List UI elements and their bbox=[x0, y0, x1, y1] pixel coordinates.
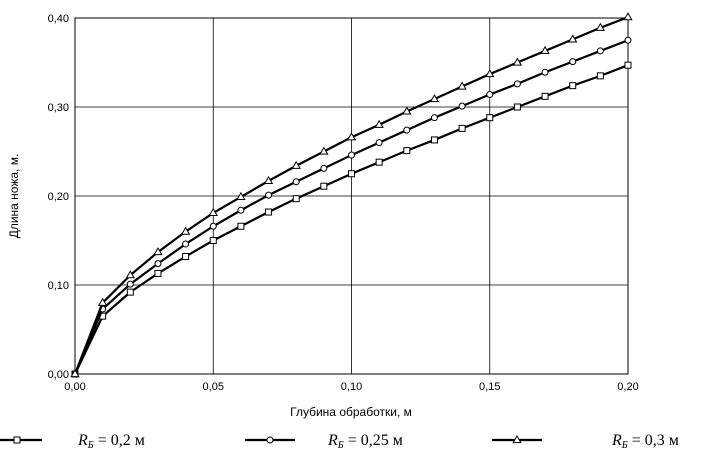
data-point-triangle bbox=[457, 81, 467, 90]
data-point-triangle bbox=[291, 160, 301, 169]
legend-entry: RБ = 0,3 м bbox=[492, 432, 679, 451]
data-point-square bbox=[320, 182, 328, 190]
data-point-circle bbox=[126, 280, 134, 288]
data-point-triangle bbox=[153, 247, 163, 256]
x-tick-label: 0,20 bbox=[617, 381, 638, 393]
data-point-square bbox=[458, 124, 466, 132]
y-tick-label: 0,30 bbox=[48, 102, 69, 114]
data-point-square bbox=[126, 288, 134, 296]
data-point-triangle bbox=[70, 368, 80, 378]
data-point-square bbox=[375, 158, 383, 166]
data-point-circle bbox=[430, 114, 438, 122]
data-point-square bbox=[209, 237, 217, 244]
x-tick-label: 0,00 bbox=[64, 381, 85, 393]
legend-marker-triangle bbox=[512, 434, 522, 444]
data-point-circle bbox=[375, 139, 383, 147]
data-point-square bbox=[292, 195, 300, 203]
data-point-square bbox=[541, 92, 549, 100]
series-lines bbox=[70, 12, 633, 378]
data-point-circle bbox=[265, 191, 273, 199]
legend-label: RБ = 0,2 м bbox=[77, 432, 145, 451]
data-point-triangle bbox=[374, 119, 384, 128]
x-axis-label: Глубина обработки, м bbox=[290, 405, 412, 419]
data-point-triangle bbox=[402, 106, 412, 115]
legend-marker-circle bbox=[266, 436, 274, 444]
y-axis-label: Длина ножа, м. bbox=[7, 154, 21, 239]
data-point-circle bbox=[403, 126, 411, 134]
x-tick-label: 0,15 bbox=[479, 381, 500, 393]
data-point-square bbox=[154, 269, 162, 277]
data-point-circle bbox=[541, 68, 549, 76]
data-point-triangle bbox=[623, 12, 633, 21]
data-point-square bbox=[624, 61, 632, 69]
data-point-square bbox=[596, 72, 604, 80]
x-tick-labels: 0,00 0,05 0,10 0,15 0,20 bbox=[64, 381, 638, 393]
y-tick-label: 0,00 bbox=[48, 369, 69, 381]
data-point-circle bbox=[348, 151, 355, 159]
plot-frame bbox=[74, 17, 629, 375]
data-point-square bbox=[237, 222, 245, 230]
data-point-triangle bbox=[125, 270, 135, 279]
y-tick-label: 0,10 bbox=[48, 280, 69, 292]
legend-label: RБ = 0,3 м bbox=[611, 432, 679, 451]
y-tick-label: 0,20 bbox=[48, 191, 69, 203]
x-tick-label: 0,05 bbox=[203, 381, 224, 393]
data-point-circle bbox=[513, 80, 521, 88]
legend-marker-square bbox=[13, 436, 21, 444]
data-point-square bbox=[403, 147, 411, 155]
legend-entry: RБ = 0,2 м bbox=[0, 432, 145, 451]
data-point-triangle bbox=[595, 22, 606, 31]
data-point-circle bbox=[292, 178, 300, 186]
data-point-circle bbox=[237, 206, 245, 214]
legend-label: RБ = 0,25 м bbox=[327, 432, 403, 451]
data-point-square bbox=[348, 170, 355, 178]
data-point-square bbox=[265, 208, 273, 216]
data-point-circle bbox=[624, 36, 632, 44]
data-point-circle bbox=[320, 164, 328, 172]
data-point-triangle bbox=[346, 132, 357, 141]
y-tick-label: 0,40 bbox=[48, 13, 69, 25]
data-point-circle bbox=[154, 260, 162, 268]
data-point-circle bbox=[569, 58, 577, 66]
data-point-triangle bbox=[208, 207, 218, 217]
series-2 bbox=[71, 36, 632, 378]
y-tick-labels: 0,00 0,10 0,20 0,30 0,40 bbox=[48, 13, 69, 381]
grid bbox=[75, 18, 628, 374]
data-point-square bbox=[182, 253, 190, 261]
data-point-circle bbox=[209, 222, 217, 230]
x-tick-label: 0,10 bbox=[341, 381, 362, 393]
data-point-circle bbox=[458, 102, 466, 110]
data-point-triangle bbox=[319, 146, 329, 155]
data-point-square bbox=[513, 103, 521, 111]
data-point-circle bbox=[596, 47, 604, 55]
data-point-square bbox=[486, 114, 494, 122]
data-point-triangle bbox=[540, 45, 550, 55]
series-3 bbox=[70, 12, 633, 378]
data-point-square bbox=[569, 82, 577, 90]
data-point-circle bbox=[182, 240, 190, 248]
data-point-square bbox=[430, 136, 438, 144]
legend-entry: RБ = 0,25 м bbox=[245, 432, 403, 451]
data-point-triangle bbox=[568, 34, 578, 43]
data-point-triangle bbox=[180, 226, 191, 235]
legend: RБ = 0,2 м RБ = 0,25 м RБ = 0,3 м bbox=[0, 432, 679, 451]
data-point-triangle bbox=[97, 297, 108, 306]
data-point-circle bbox=[486, 91, 494, 99]
data-point-triangle bbox=[263, 175, 274, 184]
data-point-triangle bbox=[236, 191, 246, 200]
series-1 bbox=[71, 61, 632, 378]
data-point-triangle bbox=[429, 93, 440, 103]
data-point-triangle bbox=[512, 57, 523, 66]
data-point-triangle bbox=[485, 69, 495, 78]
